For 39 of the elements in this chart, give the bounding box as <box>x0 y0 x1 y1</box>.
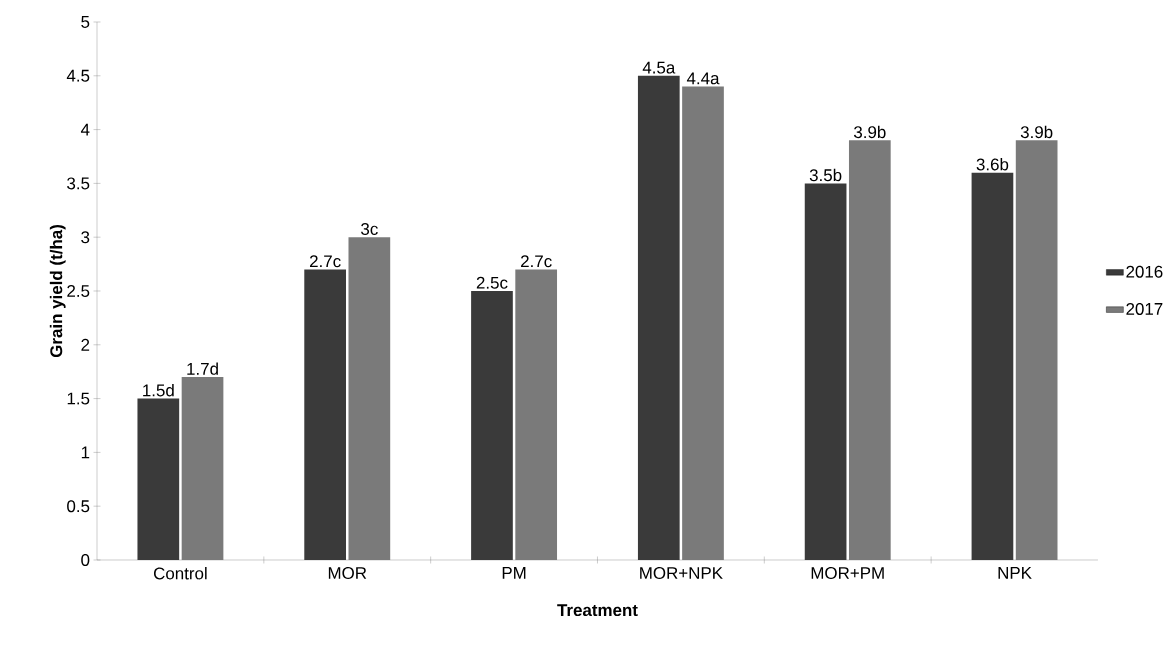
x-tick-label: Control <box>153 567 207 580</box>
data-label: 3c <box>361 222 378 235</box>
y-tick-label: 1 <box>81 446 90 459</box>
legend-label: 2016 <box>1126 265 1163 278</box>
y-tick-label: 0.5 <box>67 500 90 513</box>
y-axis-title: Grain yield (t/ha) <box>49 225 66 358</box>
data-label: 2.7c <box>521 255 552 268</box>
bar <box>971 172 1014 560</box>
data-label: 1.7d <box>187 362 218 375</box>
x-axis-title: Treatment <box>557 604 638 617</box>
data-label: 3.9b <box>1020 125 1053 139</box>
y-tick-label: 4.5 <box>66 69 90 82</box>
bar <box>471 290 513 560</box>
y-tick-label: 3 <box>81 231 90 244</box>
bar <box>804 183 847 560</box>
legend-label: 2017 <box>1126 302 1163 315</box>
y-tick-label: 4 <box>80 123 90 136</box>
x-tick-label: NPK <box>998 567 1032 579</box>
bar <box>304 269 346 560</box>
data-label: 2.5c <box>476 276 508 289</box>
y-tick-label: 5 <box>81 16 90 28</box>
x-tick-label: MOR+PM <box>811 567 884 580</box>
x-tick-label: MOR+NPK <box>640 567 723 580</box>
bar <box>637 75 680 560</box>
data-label: 1.5d <box>143 383 174 397</box>
data-label: 3.6b <box>976 158 1009 171</box>
y-tick-label: 1.5 <box>67 392 90 405</box>
data-label: 3.9b <box>853 125 886 139</box>
x-tick-label: MOR <box>328 567 367 580</box>
bar <box>137 398 180 560</box>
y-tick-label: 3.5 <box>67 177 90 190</box>
y-tick-label: 2.5 <box>67 284 90 297</box>
data-label: 3.5b <box>809 168 842 182</box>
data-label: 2.7c <box>309 255 341 268</box>
data-label: 4.4a <box>686 72 720 85</box>
x-tick-label: PM <box>502 567 526 579</box>
y-tick-label: 0 <box>81 553 90 566</box>
y-tick-label: 2 <box>81 338 90 351</box>
data-label: 4.5a <box>642 61 676 74</box>
